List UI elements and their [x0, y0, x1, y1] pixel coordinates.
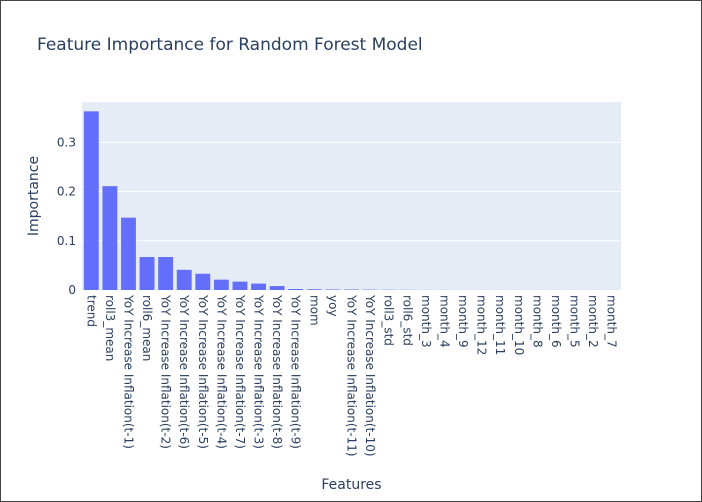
- x-tick-label: YoY Increase Inflation(t-4): [214, 294, 228, 449]
- x-tick-label: trend: [84, 295, 98, 327]
- x-tick-label: month_5: [568, 295, 582, 348]
- y-axis-title: Importance: [26, 156, 42, 236]
- x-tick-label: YoY Increase Inflation(t-11): [345, 294, 359, 457]
- x-tick-label: month_3: [419, 295, 433, 348]
- y-tick-label: 0: [68, 283, 76, 297]
- bar: [251, 283, 267, 290]
- x-tick-label: roll6_mean: [140, 295, 154, 361]
- x-tick-label: month_6: [549, 295, 563, 348]
- x-tick-label: month_12: [475, 295, 489, 355]
- x-tick-label: YoY Increase Inflation(t-5): [196, 294, 210, 449]
- x-tick-label: YoY Increase Inflation(t-1): [121, 294, 135, 449]
- x-tick-label: YoY Increase Inflation(t-9): [289, 294, 303, 449]
- bar: [121, 217, 136, 290]
- y-tick-label: 0.1: [57, 234, 76, 248]
- x-tick-label: month_2: [586, 295, 600, 348]
- x-tick-label: YoY Increase Inflation(t-8): [270, 294, 284, 449]
- x-tick-label: YoY Increase Inflation(t-3): [252, 294, 266, 449]
- x-tick-label: month_7: [605, 295, 619, 348]
- x-tick-label: YoY Increase Inflation(t-6): [177, 294, 191, 449]
- bar: [232, 281, 248, 290]
- bar: [83, 111, 99, 290]
- bar: [176, 269, 192, 290]
- x-tick-label: roll6_std: [400, 295, 414, 346]
- bar: [269, 286, 285, 290]
- x-tick-label: month_8: [530, 295, 544, 348]
- bar: [306, 289, 322, 290]
- y-tick-label: 0.2: [57, 185, 76, 199]
- x-tick-label: month_4: [437, 295, 451, 348]
- x-tick-label: YoY Increase Inflation(t-7): [233, 294, 247, 449]
- bar: [102, 186, 118, 290]
- x-tick-label: YoY Increase Inflation(t-2): [159, 294, 173, 449]
- x-tick-label: month_9: [456, 295, 470, 348]
- bar: [139, 257, 155, 290]
- x-tick-label: roll3_mean: [103, 295, 117, 361]
- x-tick-label: YoY Increase Inflation(t-10): [363, 294, 377, 457]
- x-tick-label: roll3_std: [382, 295, 396, 346]
- x-tick-label: mom: [307, 295, 321, 326]
- bar: [195, 273, 211, 290]
- x-tick-label: month_11: [493, 295, 507, 355]
- bar: [213, 279, 229, 290]
- y-tick-label: 0.3: [57, 135, 76, 149]
- x-tick-label: yoy: [326, 295, 340, 317]
- x-axis-title: Features: [321, 477, 381, 493]
- chart-title: Feature Importance for Random Forest Mod…: [37, 35, 423, 55]
- bar: [288, 289, 304, 290]
- x-tick-label: month_10: [512, 295, 526, 355]
- bar: [158, 257, 174, 290]
